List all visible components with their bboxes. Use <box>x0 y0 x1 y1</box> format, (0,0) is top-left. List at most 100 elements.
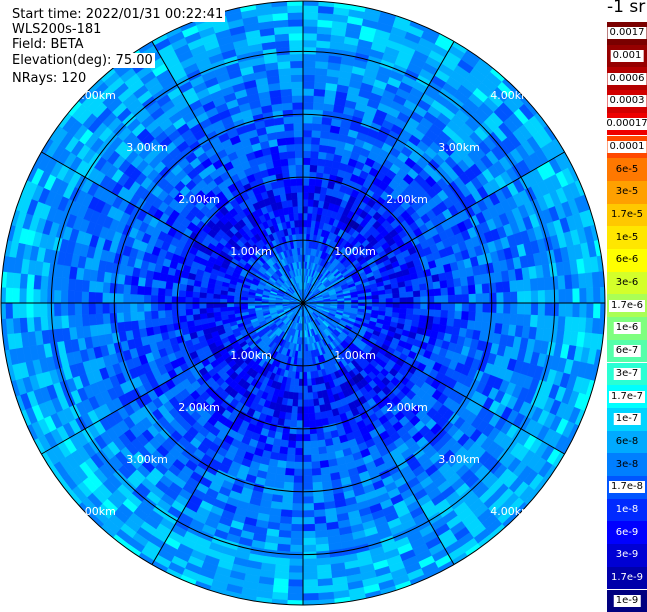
radar-cell <box>578 317 586 332</box>
radar-cell <box>303 414 309 421</box>
radar-cell <box>462 294 469 303</box>
radar-cell <box>440 317 448 325</box>
radar-cell <box>399 308 406 314</box>
radar-cell <box>303 407 309 414</box>
radar-cell <box>565 317 573 331</box>
radar-cell <box>68 303 75 315</box>
radar-cell <box>123 284 131 294</box>
radar-cell <box>433 281 441 289</box>
radar-cell <box>137 294 144 303</box>
radar-cell <box>75 303 82 315</box>
radar-cell <box>292 503 303 510</box>
radar-cell <box>130 294 137 303</box>
radar-cell <box>315 68 328 76</box>
radar-cell <box>158 295 165 303</box>
radar-cell <box>303 372 307 379</box>
radar-cell <box>294 462 303 469</box>
radar-cell <box>315 419 322 427</box>
radar-cell <box>313 399 319 407</box>
radar-cell <box>303 393 308 400</box>
radar-cell <box>311 461 320 469</box>
radar-cell <box>12 288 19 303</box>
radar-cell <box>552 303 559 316</box>
radar-cell <box>318 447 327 455</box>
radar-cell <box>386 298 393 303</box>
radar-cell <box>292 399 298 406</box>
radar-cell <box>559 303 566 317</box>
radar-cell <box>95 303 102 314</box>
radar-cell <box>186 291 193 298</box>
radar-cell <box>303 379 307 386</box>
radar-cell <box>469 303 476 312</box>
radar-cell <box>320 460 329 468</box>
radar-cell <box>316 544 329 552</box>
radar-cell <box>565 275 573 289</box>
radar-cell <box>318 152 327 160</box>
radar-cell <box>303 579 318 586</box>
radar-cell <box>152 318 160 327</box>
radar-cell <box>283 482 293 490</box>
radar-cell <box>461 286 469 295</box>
radar-cell <box>213 307 220 312</box>
radar-cell <box>303 545 316 552</box>
radar-cell <box>296 434 303 441</box>
radar-cell <box>317 27 332 35</box>
radar-cell <box>400 298 407 303</box>
radar-cell <box>303 144 311 151</box>
radar-cell <box>279 523 291 531</box>
radar-cell <box>292 510 303 517</box>
radar-cell <box>537 278 545 291</box>
radar-cell <box>482 283 490 293</box>
radar-cell <box>68 278 76 291</box>
radar-cell <box>289 573 303 580</box>
radar-cell <box>467 320 475 330</box>
radar-cell <box>303 40 317 47</box>
radar-cell <box>531 291 538 303</box>
radar-cell <box>441 303 448 311</box>
radar-cell <box>214 312 221 317</box>
radar-cell <box>461 311 469 320</box>
radar-cell <box>372 299 379 303</box>
radar-cell <box>311 137 320 145</box>
radar-cell <box>281 509 293 517</box>
radar-cell <box>303 566 317 573</box>
radar-cell <box>358 296 365 300</box>
radar-cell <box>448 311 456 319</box>
radar-cell <box>558 316 566 330</box>
radar-cell <box>312 468 321 476</box>
radar-cell <box>47 303 54 316</box>
radar-cell <box>530 315 538 328</box>
radar-cell <box>433 317 441 325</box>
radar-cell <box>282 496 293 504</box>
radar-cell <box>19 288 26 303</box>
radar-cell <box>303 185 309 192</box>
radar-cell <box>178 296 185 303</box>
radar-cell <box>503 281 511 292</box>
radar-cell <box>303 503 314 510</box>
radar-cell <box>303 206 308 213</box>
radar-cell <box>320 467 330 475</box>
radar-cell <box>447 318 455 327</box>
radar-cell <box>297 407 303 414</box>
radar-cell <box>275 565 289 573</box>
radar-cell <box>287 448 295 456</box>
radar-cell <box>406 308 413 314</box>
radar-cell <box>291 406 297 413</box>
radar-cell <box>385 289 392 294</box>
radar-cell <box>314 89 326 97</box>
radar-cell <box>89 281 97 293</box>
radar-cell <box>123 312 131 322</box>
radar-cell <box>311 151 319 159</box>
radar-cell <box>297 414 303 421</box>
radar-cell <box>434 310 441 318</box>
radar-cell <box>303 102 314 109</box>
radar-cell <box>571 274 579 289</box>
radar-cell <box>116 312 124 322</box>
radar-cell <box>476 294 483 303</box>
radar-cell <box>68 315 76 328</box>
radar-cell <box>293 497 304 504</box>
radar-cell <box>213 298 220 303</box>
radar-cell <box>496 313 504 324</box>
radar-cell <box>179 309 186 316</box>
radar-cell <box>20 273 28 288</box>
